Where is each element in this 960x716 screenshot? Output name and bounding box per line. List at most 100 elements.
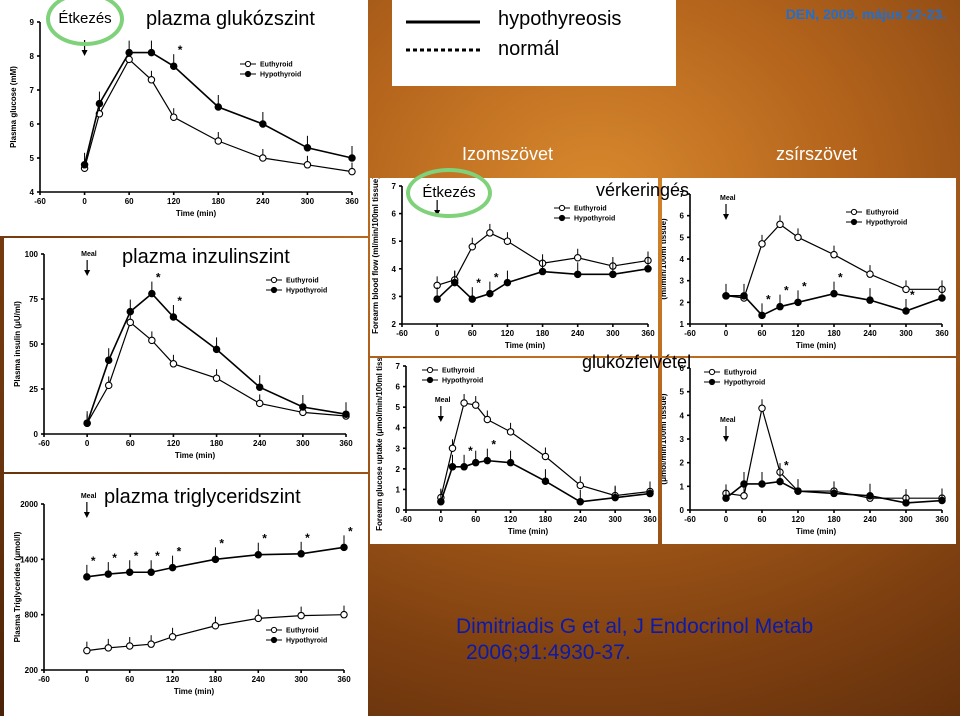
muscle_glucose_uptake-y-tick-label: 6 — [396, 383, 401, 392]
muscle_glucose_uptake-euthyroid-point — [576, 481, 585, 490]
triglyceride-x-axis-label: Time (min) — [174, 687, 215, 696]
triglyceride-hypothyroid-point — [104, 570, 113, 578]
glucose-legend-marker — [244, 60, 252, 68]
muscle_blood_flow-x-tick-label: 60 — [468, 329, 477, 338]
insulin-hypothyroid-point — [212, 345, 221, 354]
muscle_glucose_uptake-euthyroid-point — [483, 415, 492, 424]
muscle_glucose_uptake-hypothyroid-point — [541, 477, 550, 485]
muscle_glucose_uptake-y-tick-label: 1 — [396, 485, 401, 494]
insulin-euthyroid-point — [148, 336, 156, 345]
insulin-euthyroid-point — [104, 381, 113, 390]
muscle_glucose_uptake-legend-label: Euthyroid — [442, 368, 475, 375]
fat_blood_flow-hypothyroid-point — [740, 292, 748, 300]
muscle_blood_flow-legend-marker — [558, 204, 566, 212]
triglyceride-hypothyroid-point — [211, 555, 220, 564]
triglyceride-x-tick-label: 300 — [294, 675, 308, 684]
fat_blood_flow-euthyroid-point — [902, 285, 910, 294]
triglyceride-chart-panel: -60 0 60 120 180 240 300 360 200 800 1400 2000 Time … — [4, 474, 368, 716]
fat_blood_flow-x-tick-label: 60 — [758, 329, 767, 338]
insulin-hypothyroid-point — [342, 410, 350, 418]
muscle_glucose_uptake-legend-label: Hypothyroid — [442, 378, 483, 385]
fat_glucose_uptake-x-tick-label: -60 — [684, 515, 696, 524]
muscle_blood_flow-y-tick-label: 6 — [392, 210, 397, 219]
muscle_blood_flow-hypothyroid-point — [538, 267, 547, 276]
glucose-hypothyroid-point — [95, 99, 104, 108]
glucose-x-axis-label: Time (min) — [176, 209, 217, 218]
fat_blood_flow-x-tick-label: -60 — [684, 329, 696, 338]
muscle_blood_flow-hypothyroid-point — [573, 270, 582, 279]
glucose-chart: -60 0 60 120 180 240 300 360 4 5 6 7 8 9 Time (min) Pla… — [9, 18, 359, 218]
insulin-legend-label: Euthyroid — [286, 278, 319, 285]
fat-blood-flow-chart: -60 0 60 120 180 240 300 360 1 2 3 4 5 6 7 Time (min) (m… — [662, 190, 949, 350]
fat_glucose_uptake-legend-marker — [708, 378, 716, 386]
insulin-y-tick-label: 0 — [34, 430, 39, 439]
muscle_blood_flow-x-tick-label: 0 — [435, 329, 440, 338]
fat_blood_flow-hypothyroid-point — [722, 292, 730, 300]
fat_blood_flow-hypothyroid-point — [830, 289, 838, 298]
fat_blood_flow-y-tick-label: 6 — [680, 212, 685, 221]
muscle_blood_flow-euthyroid-point — [486, 229, 494, 237]
triglyceride-hypothyroid-point — [83, 573, 91, 581]
insulin-hypothyroid-point — [83, 419, 91, 427]
glucose-hypothyroid-point — [348, 154, 356, 162]
glucose-hypothyroid-point — [214, 103, 223, 111]
fat-blood-flow-panel: -60 0 60 120 180 240 300 360 1 2 3 4 5 6 7 Time (min) (m… — [662, 178, 956, 356]
fat_glucose_uptake-y-tick-label: 0 — [680, 506, 685, 515]
insulin-significance-star: * — [156, 271, 161, 285]
fat_glucose_uptake-legend-label: Euthyroid — [724, 370, 757, 377]
muscle_blood_flow-significance-star: * — [476, 276, 481, 290]
glucose-euthyroid-point — [303, 161, 312, 169]
triglyceride-x-tick-label: 60 — [125, 675, 134, 684]
insulin-legend-marker — [270, 286, 278, 294]
insulin-hypothyroid-point — [169, 313, 178, 321]
fat-section-label: zsírszövet — [776, 144, 858, 164]
glucose-overlay-title: plazma glukózszint — [146, 8, 315, 30]
fat_blood_flow-hypothyroid-point — [758, 311, 766, 320]
muscle_glucose_uptake-hypothyroid-point — [437, 498, 445, 506]
citation-line-1: Dimitriadis G et al, J Endocrinol Metab — [456, 615, 814, 638]
muscle-blood-flow-chart: -60 0 60 120 180 240 300 360 2 3 4 5 6 7 Time (min) For… — [371, 178, 655, 350]
triglyceride-euthyroid-point — [297, 611, 305, 620]
fat_glucose_uptake-hypothyroid-point — [740, 480, 748, 488]
glucose-y-tick-label: 7 — [30, 86, 35, 95]
date-label: DEN, 2009. május 22-23. — [785, 6, 946, 22]
muscle_glucose_uptake-y-tick-label: 3 — [396, 444, 401, 453]
muscle_glucose_uptake-y-tick-label: 5 — [396, 403, 401, 412]
fat_blood_flow-euthyroid-point — [830, 250, 838, 259]
muscle_blood_flow-euthyroid-point — [573, 254, 582, 262]
glucose-y-axis-label: Plasma glucose (mM) — [9, 66, 18, 148]
muscle_blood_flow-x-tick-label: 240 — [571, 329, 585, 338]
triglyceride-meal-label: Meal — [81, 493, 97, 500]
fat_glucose_uptake-y-tick-label: 1 — [680, 482, 685, 491]
triglyceride-overlay-title: plazma triglyceridszint — [104, 486, 301, 508]
triglyceride-hypothyroid-point — [254, 550, 263, 559]
muscle_glucose_uptake-hypothyroid-point — [611, 493, 619, 502]
insulin-overlay-title: plazma inzulinszint — [122, 246, 290, 268]
insulin-y-tick-label: 100 — [25, 250, 39, 259]
fat_glucose_uptake-euthyroid-point — [740, 492, 748, 500]
muscle_glucose_uptake-legend-marker — [426, 366, 434, 374]
muscle_glucose_uptake-x-tick-label: 60 — [471, 515, 480, 524]
muscle_blood_flow-x-tick-label: 300 — [606, 329, 620, 338]
triglyceride-x-tick-label: -60 — [38, 675, 50, 684]
muscle_glucose_uptake-euthyroid-point — [471, 401, 480, 409]
muscle_glucose_uptake-y-tick-label: 2 — [396, 465, 401, 474]
fat_blood_flow-euthyroid-point — [776, 220, 784, 229]
triglyceride-significance-star: * — [112, 551, 117, 565]
fat_blood_flow-y-tick-label: 5 — [680, 233, 685, 242]
muscle_glucose_uptake-y-tick-label: 0 — [396, 506, 401, 515]
muscle_glucose_uptake-x-tick-label: 120 — [504, 515, 518, 524]
muscle_glucose_uptake-hypothyroid-point — [448, 463, 457, 471]
blood-flow-label: vérkeringés — [596, 180, 690, 200]
muscle_blood_flow-hypothyroid-point — [433, 295, 441, 303]
triglyceride-hypothyroid-point — [125, 568, 134, 576]
insulin-legend-marker — [270, 276, 278, 284]
muscle_blood_flow-legend-label: Euthyroid — [574, 206, 607, 213]
fat_blood_flow-hypothyroid-point — [938, 294, 946, 302]
meal-oval-highlight-2: Étkezés — [406, 168, 492, 218]
muscle_glucose_uptake-y-tick-label: 4 — [396, 424, 401, 433]
fat_blood_flow-y-axis-label: (ml/min/100ml tissue) — [662, 218, 668, 300]
fat_glucose_uptake-x-axis-label: Time (min) — [796, 527, 837, 536]
triglyceride-meal-arrowhead — [83, 512, 90, 518]
